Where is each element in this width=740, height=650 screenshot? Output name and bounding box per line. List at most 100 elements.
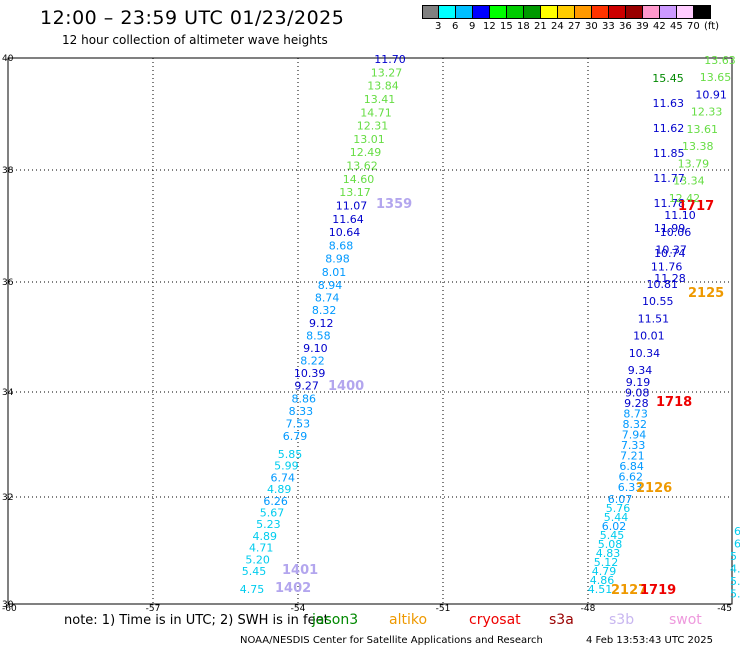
scale-swatch — [558, 5, 575, 19]
scale-swatch — [439, 5, 456, 19]
track-1717: 15.45 11.63 11.62 11.85 11.77 11.78 11.99 10.74… — [652, 72, 714, 285]
map-grid — [7, 57, 733, 605]
wave-height-value: 13.38 — [682, 140, 714, 153]
wave-height-value: 13.41 — [364, 93, 396, 106]
wave-height-value: 11.28 — [654, 272, 686, 285]
wave-height-value: 6.02 — [602, 520, 627, 533]
track-1719: 1719 — [640, 583, 676, 598]
track-2126: 6.075.765.446.025.455.084.835.124.794.86… — [588, 481, 672, 596]
wave-height-value: 13.65 — [700, 71, 732, 84]
wave-height-value: 11.51 — [638, 312, 670, 325]
scale-swatch — [609, 5, 626, 19]
track-2125: 13.63 13.65 10.91 12.33 13.61 13.38 13.79 13.34… — [628, 54, 736, 377]
wave-height-value: 13.61 — [686, 123, 718, 136]
latitude-label: 38 — [2, 166, 14, 176]
scale-swatch — [507, 5, 524, 19]
wave-height-value: 10.39 — [294, 367, 326, 380]
scale-label: 12 — [483, 21, 496, 32]
wave-height-value: 11.63 — [653, 97, 685, 110]
wave-height-value: 12.33 — [691, 106, 723, 119]
scale-swatch — [592, 5, 609, 19]
scale-swatch — [643, 5, 660, 19]
wave-height-value: 15.45 — [652, 72, 684, 85]
wave-height-value: 11.99 — [654, 222, 686, 235]
wave-height-value: 5.85 — [278, 448, 303, 461]
track-1402: 4.75 1402 — [240, 581, 311, 596]
wave-height-value: 10.81 — [646, 278, 678, 291]
wave-height-value: 6 — [734, 538, 740, 551]
scale-label: 42 — [653, 21, 666, 32]
wave-height-value: 5.2 — [730, 588, 740, 601]
scale-swatch — [575, 5, 592, 19]
wave-height-value: 6.33 — [618, 481, 643, 494]
wave-height-value: 5.44 — [604, 511, 629, 524]
wave-height-value: 4.89 — [267, 483, 292, 496]
scale-label: 24 — [551, 21, 564, 32]
wave-height-value: 13.17 — [339, 186, 371, 199]
longitude-label: -48 — [581, 604, 596, 614]
wave-height-value: 11.78 — [654, 197, 686, 210]
scale-swatch — [524, 5, 541, 19]
wave-height-value: 4.75 — [240, 583, 265, 596]
scale-label: 70 — [687, 21, 700, 32]
wave-height-value: 4.89 — [253, 530, 278, 543]
wave-height-value: 11.70 — [374, 53, 406, 66]
wave-height-value: 8.98 — [325, 253, 350, 266]
longitude-label: -54 — [291, 604, 306, 614]
wave-height-value: 10.74 — [654, 247, 686, 260]
wave-height-value: 5.12 — [594, 556, 619, 569]
page-title: 12:00 – 23:59 UTC 01/23/2025 — [40, 7, 345, 29]
wave-height-value: 9.34 — [628, 364, 653, 377]
wave-height-value: 9.12 — [309, 317, 334, 330]
wave-height-value: 5.45 — [600, 529, 625, 542]
longitude-label: -57 — [146, 604, 161, 614]
wave-height-value: 12.42 — [669, 192, 701, 205]
latitude-label: 36 — [2, 278, 14, 288]
wave-height-value: 4.86 — [590, 574, 615, 587]
scale-label: 21 — [534, 21, 547, 32]
wave-height-value: 6 — [734, 525, 740, 538]
wave-height-value: 6.26 — [263, 495, 288, 508]
wave-height-value: 8.94 — [318, 279, 343, 292]
track-2127: 2127 — [611, 583, 647, 598]
wave-height-value: 8.22 — [300, 355, 325, 368]
legend-item-s3a: s3a — [549, 612, 574, 628]
wave-height-value: 10.37 — [655, 243, 687, 256]
scale-label: 36 — [619, 21, 632, 32]
wave-height-value: 4.71 — [249, 542, 274, 555]
page-subtitle: 12 hour collection of altimeter wave hei… — [62, 33, 328, 47]
longitude-label: -51 — [436, 604, 451, 614]
scale-label: (ft) — [704, 21, 720, 32]
wave-height-value: 8.58 — [306, 329, 331, 342]
track-1401: 5.855.996.744.896.265.675.234.894.715.20… — [242, 448, 318, 578]
wave-height-value: 4.51 — [588, 583, 613, 596]
wave-height-value: 12.31 — [357, 120, 389, 133]
track-time-label: 1401 — [282, 563, 318, 578]
wave-height-value: 8.32 — [312, 304, 337, 317]
wave-height-value: 11.62 — [653, 122, 685, 135]
legend-item-jason3: jason3 — [312, 612, 359, 628]
scale-swatch — [490, 5, 507, 19]
wave-height-value: 5 — [730, 550, 737, 563]
scale-label: 39 — [636, 21, 649, 32]
timestamp: 4 Feb 13:53:43 UTC 2025 — [586, 635, 713, 646]
track-time-label: 1718 — [656, 395, 692, 410]
scale-label: 6 — [452, 21, 459, 32]
latitude-label: 34 — [2, 388, 14, 398]
track-1400: 8.948.748.329.128.589.108.2210.399.278.8… — [283, 279, 364, 443]
wave-height-value: 6.62 — [619, 471, 644, 484]
wave-height-value: 13.62 — [346, 160, 378, 173]
scale-label: 30 — [585, 21, 598, 32]
scale-label: 33 — [602, 21, 615, 32]
wave-height-value: 8.86 — [292, 392, 317, 405]
scale-swatch — [694, 5, 711, 19]
legend-item-swot: swot — [669, 612, 702, 628]
wave-height-value: 10.55 — [642, 295, 674, 308]
wave-height-value: 13.63 — [704, 54, 736, 67]
latitude-label: 40 — [2, 54, 14, 64]
map-frame — [7, 57, 733, 605]
wave-height-value: 6.07 — [608, 493, 633, 506]
track-time-label: 2125 — [688, 286, 724, 301]
